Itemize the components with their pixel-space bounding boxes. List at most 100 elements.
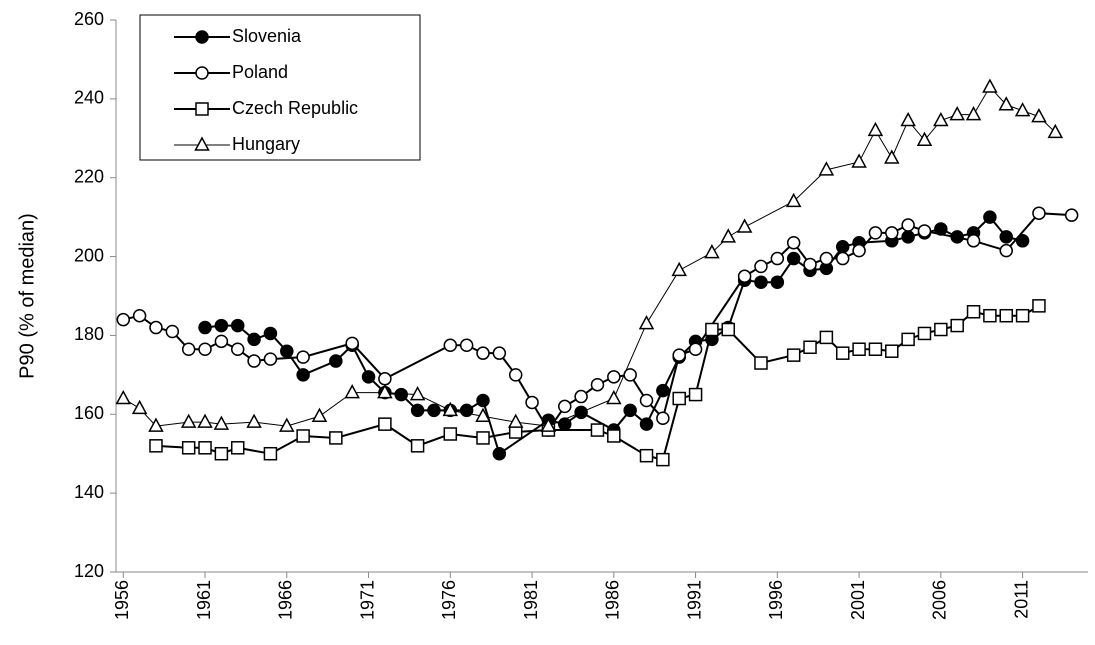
x-tick-label: 1966	[276, 580, 296, 620]
marker	[736, 218, 753, 233]
marker	[195, 30, 209, 44]
marker	[885, 344, 899, 358]
marker	[311, 407, 328, 423]
marker	[1032, 206, 1046, 220]
marker	[198, 342, 212, 356]
marker	[1031, 108, 1047, 123]
marker	[982, 78, 998, 93]
x-tick-label: 1971	[357, 580, 377, 620]
marker	[721, 322, 736, 337]
marker	[819, 330, 834, 345]
marker	[525, 395, 539, 410]
marker	[950, 318, 964, 333]
marker	[329, 354, 343, 368]
x-tick-label: 2001	[848, 580, 868, 620]
y-tick-label: 160	[74, 403, 104, 423]
marker	[214, 318, 229, 333]
marker	[492, 346, 507, 360]
marker	[132, 308, 147, 323]
marker	[966, 305, 981, 319]
x-tick-label: 1981	[521, 580, 541, 620]
legend-label: Czech Republic	[232, 98, 358, 118]
marker	[672, 348, 686, 362]
marker	[999, 230, 1013, 244]
marker	[688, 342, 703, 356]
marker	[1014, 102, 1031, 117]
marker	[818, 161, 835, 176]
marker	[656, 383, 670, 398]
marker	[852, 342, 866, 356]
marker	[394, 387, 408, 402]
legend-label: Slovenia	[232, 26, 302, 46]
marker	[280, 344, 294, 358]
marker	[639, 393, 654, 408]
marker	[194, 136, 210, 151]
marker	[917, 224, 932, 238]
marker	[607, 429, 621, 443]
marker	[476, 346, 490, 360]
marker	[195, 102, 209, 116]
marker	[361, 370, 376, 384]
marker	[149, 320, 163, 335]
x-tick-label: 2006	[930, 580, 950, 620]
marker	[230, 441, 245, 455]
marker	[606, 389, 622, 405]
y-tick-label: 140	[74, 482, 104, 502]
marker	[507, 413, 524, 428]
marker	[983, 308, 997, 323]
marker	[443, 338, 458, 353]
marker	[607, 370, 621, 384]
marker	[263, 446, 278, 461]
marker	[540, 417, 557, 432]
marker	[933, 111, 949, 127]
marker	[508, 368, 523, 382]
y-tick-label: 180	[74, 324, 104, 344]
marker	[1064, 208, 1079, 222]
marker	[443, 427, 458, 441]
marker	[998, 96, 1014, 111]
marker	[198, 441, 212, 455]
marker	[329, 431, 343, 445]
marker	[377, 384, 393, 399]
marker	[296, 368, 310, 382]
marker	[558, 399, 572, 414]
marker	[852, 243, 866, 258]
x-tick-label: 2011	[1011, 580, 1031, 619]
y-tick-label: 260	[74, 9, 104, 29]
marker	[427, 403, 441, 418]
legend-box	[139, 14, 421, 161]
marker	[296, 350, 310, 364]
marker	[917, 326, 932, 341]
marker	[148, 417, 164, 432]
marker	[786, 251, 801, 266]
marker	[247, 354, 261, 368]
x-tick-label: 1991	[684, 580, 704, 620]
marker	[704, 244, 720, 259]
marker	[901, 332, 915, 347]
marker	[296, 429, 310, 443]
marker	[819, 251, 834, 266]
marker	[230, 342, 245, 356]
marker	[247, 332, 261, 347]
marker	[149, 439, 163, 453]
series-line	[123, 212, 1072, 432]
marker	[835, 346, 850, 360]
marker	[786, 236, 801, 250]
marker	[1015, 308, 1030, 323]
marker	[754, 259, 768, 274]
marker	[195, 66, 209, 80]
y-tick-label: 200	[74, 245, 104, 265]
marker	[639, 417, 654, 431]
marker	[459, 338, 474, 353]
marker	[656, 452, 670, 467]
marker	[901, 218, 915, 232]
y-axis-label: P90 (% of median)	[16, 213, 38, 379]
marker	[983, 210, 997, 224]
marker	[754, 275, 768, 289]
marker	[378, 417, 392, 431]
marker	[214, 446, 229, 461]
marker	[1032, 299, 1046, 313]
marker	[623, 403, 637, 418]
x-tick-label: 1956	[112, 580, 132, 620]
marker	[180, 413, 197, 428]
